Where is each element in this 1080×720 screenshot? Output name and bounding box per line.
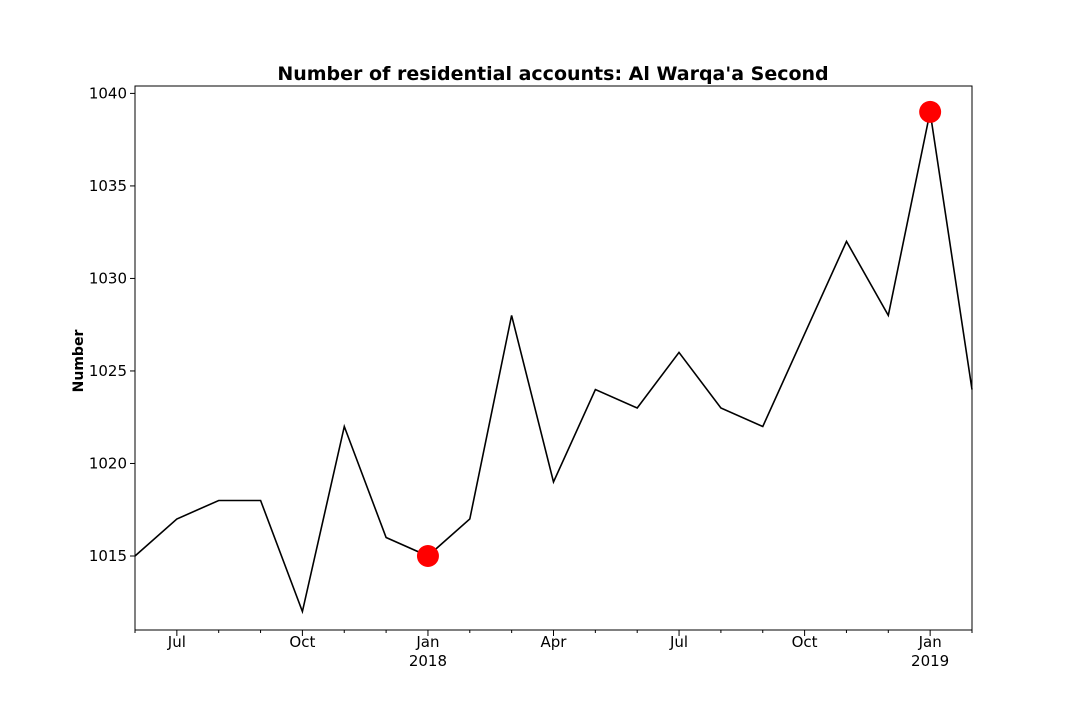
plot-frame (134, 85, 973, 631)
chart-title: Number of residential accounts: Al Warqa… (277, 63, 828, 85)
y-tick-label: 1035 (89, 177, 127, 195)
x-tick-year-label: 2018 (409, 652, 447, 670)
x-tick-label: Jul (669, 633, 688, 651)
series-line (134, 111, 973, 615)
series (134, 100, 973, 615)
y-axis: 1015 1020 1025 1030 1035 1040 (89, 84, 135, 565)
x-tick-label: Apr (541, 633, 568, 651)
x-tick-label: Oct (289, 633, 315, 651)
x-tick-label: Oct (792, 633, 818, 651)
y-tick-label: 1015 (89, 547, 127, 565)
highlight-point (919, 100, 942, 123)
y-tick-label: 1030 (89, 269, 127, 287)
y-tick-label: 1040 (89, 84, 127, 102)
y-tick-label: 1025 (89, 362, 127, 380)
y-axis-label: Number (71, 330, 87, 393)
x-tick-year-label: 2019 (911, 652, 949, 670)
x-tick-label: Jan (918, 633, 942, 651)
x-tick-label: Jul (167, 633, 186, 651)
y-tick-label: 1020 (89, 454, 127, 472)
x-tick-label: Jan (415, 633, 439, 651)
highlight-point (416, 544, 439, 567)
